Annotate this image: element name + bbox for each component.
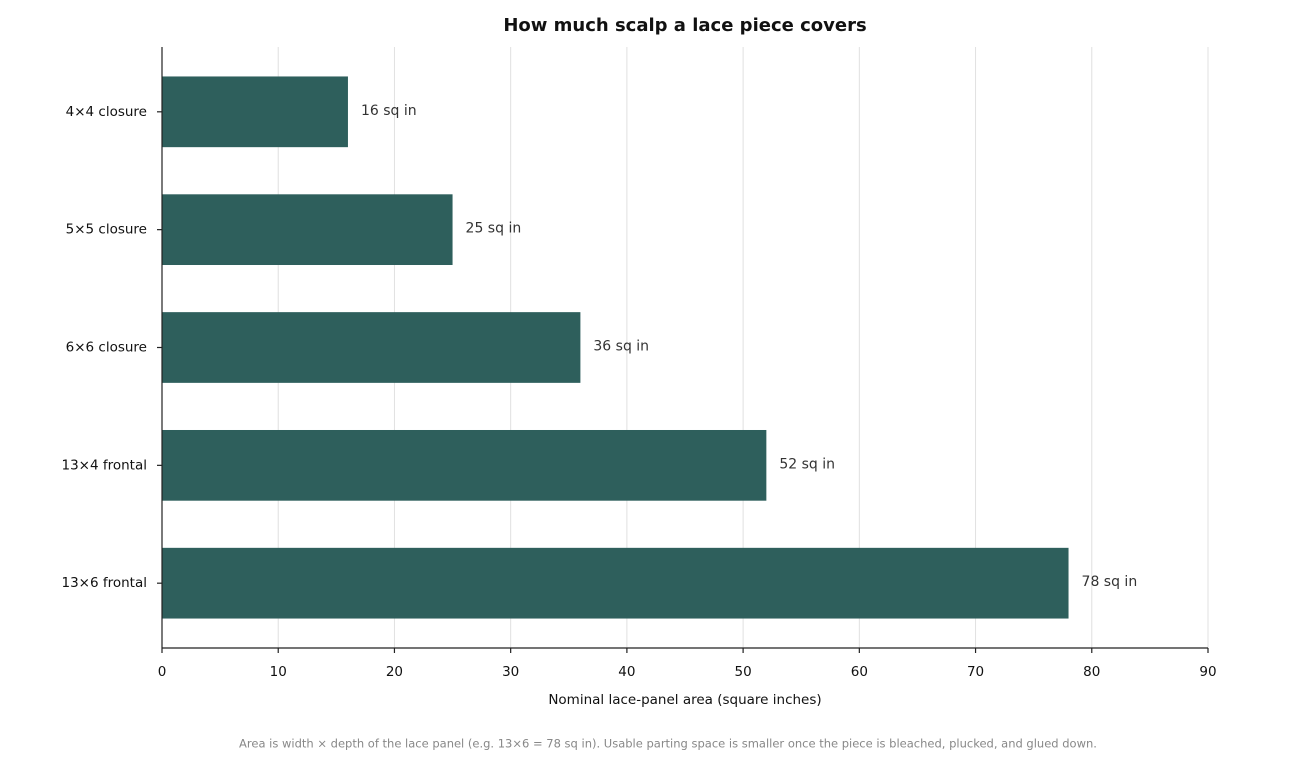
bar xyxy=(162,194,453,266)
x-tick-label: 0 xyxy=(158,664,167,680)
bar xyxy=(162,429,767,501)
y-tick-label: 4×4 closure xyxy=(66,104,147,120)
y-tick-label: 13×4 frontal xyxy=(61,457,147,473)
value-label: 25 sq in xyxy=(466,221,522,237)
x-tick-label: 30 xyxy=(502,664,519,680)
bar xyxy=(162,547,1069,619)
y-tick-label: 13×6 frontal xyxy=(61,575,147,591)
x-tick-label: 40 xyxy=(618,664,635,680)
x-axis-label: Nominal lace-panel area (square inches) xyxy=(548,692,821,708)
y-tick-label: 6×6 closure xyxy=(66,340,147,356)
footnote: Area is width × depth of the lace panel … xyxy=(239,737,1097,751)
value-label: 78 sq in xyxy=(1082,574,1138,590)
bar xyxy=(162,76,348,148)
x-tick-label: 60 xyxy=(851,664,868,680)
x-tick-label: 90 xyxy=(1199,664,1216,680)
value-label: 36 sq in xyxy=(593,339,649,355)
value-label: 16 sq in xyxy=(361,103,417,119)
x-tick-label: 10 xyxy=(270,664,287,680)
x-tick-label: 50 xyxy=(735,664,752,680)
y-tick-label: 5×5 closure xyxy=(66,222,147,238)
plot: 0 10 20 30 40 50 60 70 80 90 4×4 closure 16 sq in 5×… xyxy=(61,47,1217,680)
x-tick-label: 20 xyxy=(386,664,403,680)
bar xyxy=(162,312,581,383)
x-tick-label: 80 xyxy=(1083,664,1100,680)
value-label: 52 sq in xyxy=(779,456,835,472)
chart-title: How much scalp a lace piece covers xyxy=(503,15,866,36)
x-tick-label: 70 xyxy=(967,664,984,680)
